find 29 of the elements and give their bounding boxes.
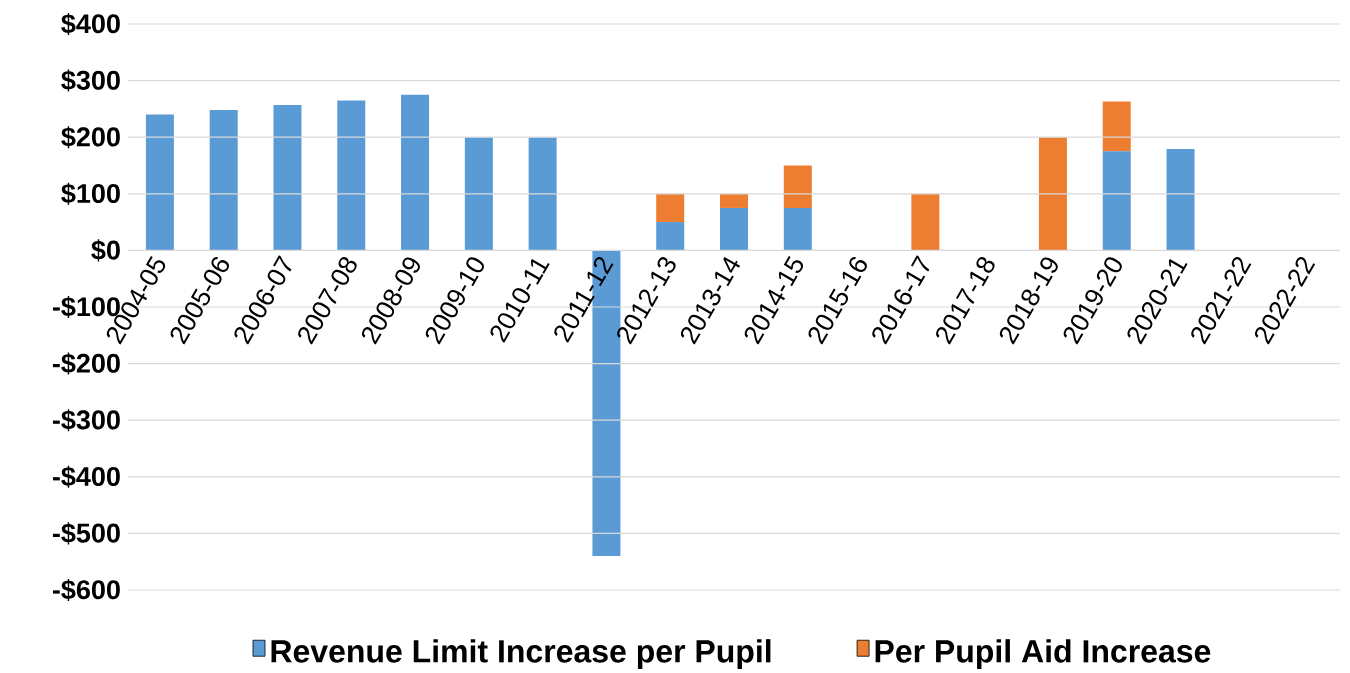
bar: [783, 207, 812, 251]
bar: [464, 137, 493, 251]
bar: [720, 193, 748, 208]
bar: [145, 114, 174, 251]
bar: [783, 165, 812, 208]
y-tick-label: $300: [61, 69, 120, 92]
y-tick-label: -$200: [52, 352, 120, 375]
bar: [1038, 137, 1067, 251]
bar: [337, 100, 366, 251]
y-tick-label: $400: [61, 12, 120, 35]
y-tick-label: -$400: [52, 465, 120, 488]
bar: [656, 222, 685, 251]
bar: [1102, 151, 1131, 251]
bar: [401, 94, 430, 251]
y-tick-label: -$300: [52, 409, 120, 432]
bar: [656, 193, 685, 223]
legend-label: Revenue Limit Increase per Pupil: [271, 639, 771, 669]
bar: [209, 110, 238, 251]
bar: [1102, 101, 1131, 152]
legend-label: Per Pupil Aid Increase: [875, 639, 1211, 669]
bar: [528, 137, 557, 251]
bar: [911, 193, 940, 251]
y-tick-label: $200: [61, 126, 120, 149]
y-tick-label: -$500: [52, 522, 120, 545]
y-tick-label: -$600: [52, 578, 120, 602]
bar: [1166, 149, 1195, 251]
y-tick-label: $100: [61, 182, 120, 205]
bar: [273, 104, 302, 251]
bar: [720, 207, 748, 251]
